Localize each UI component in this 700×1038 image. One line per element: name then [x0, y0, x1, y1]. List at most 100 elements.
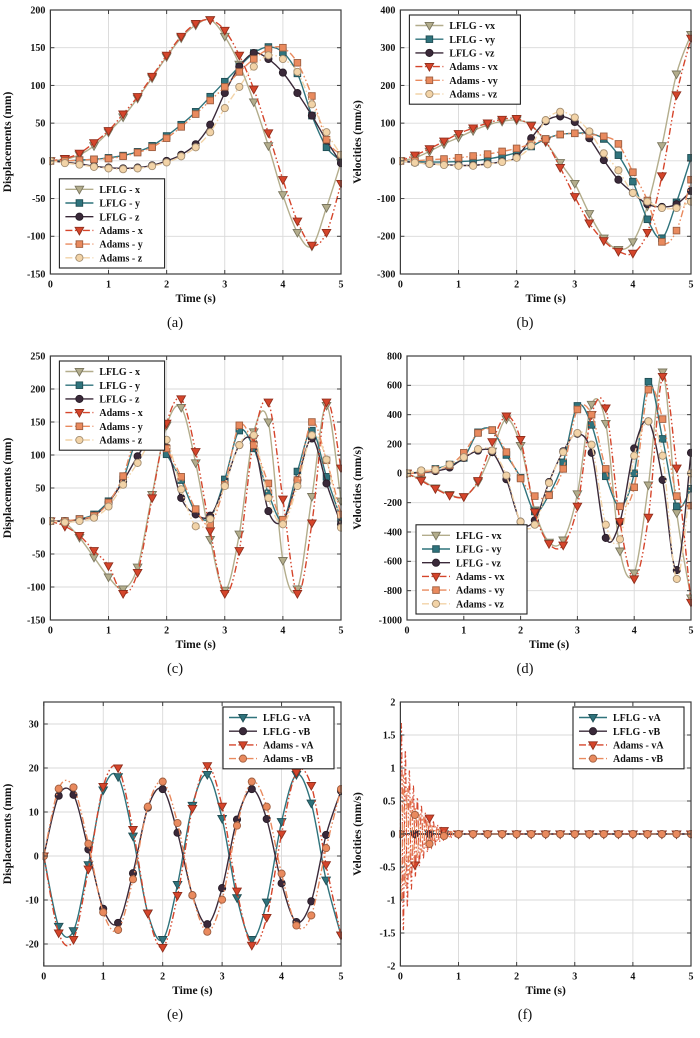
- svg-text:3: 3: [572, 972, 577, 983]
- svg-text:2: 2: [514, 280, 519, 291]
- svg-text:200: 200: [30, 384, 45, 395]
- caption-a: (a): [166, 315, 184, 331]
- svg-text:Adams - vz: Adams - vz: [456, 599, 504, 610]
- caption-b: (b): [516, 315, 534, 331]
- svg-text:Adams - y: Adams - y: [99, 422, 142, 433]
- svg-text:0: 0: [40, 516, 45, 527]
- svg-text:LFLG - vA: LFLG - vA: [613, 713, 662, 724]
- caption-d: (d): [516, 661, 534, 677]
- svg-text:Adams - vz: Adams - vz: [449, 90, 497, 101]
- svg-text:3: 3: [572, 280, 577, 291]
- svg-text:Time (s): Time (s): [529, 639, 570, 651]
- svg-text:3: 3: [220, 972, 225, 983]
- svg-text:Time (s): Time (s): [526, 985, 567, 997]
- svg-text:Time (s): Time (s): [172, 985, 213, 997]
- svg-text:800: 800: [387, 351, 402, 362]
- svg-text:-20: -20: [25, 939, 38, 950]
- panel-a: 0 1 2 3 4 5 -150 -100 -50 0 50 100 150 200 Time (s) Dis…: [0, 0, 350, 346]
- chart-velocities-b: 0 1 2 3 4 5 -300 -200 -100 0 100 200 300 400 Time (s) V…: [350, 0, 700, 312]
- svg-text:5: 5: [689, 626, 694, 637]
- svg-text:Velocities (mm/s): Velocities (mm/s): [352, 100, 364, 184]
- svg-text:Adams - vB: Adams - vB: [613, 754, 663, 765]
- svg-text:50: 50: [35, 483, 45, 494]
- svg-text:150: 150: [30, 43, 45, 54]
- svg-text:2: 2: [164, 626, 169, 637]
- svg-text:-50: -50: [32, 549, 45, 560]
- svg-text:Displacements (mm): Displacements (mm): [2, 784, 14, 885]
- svg-text:-1000: -1000: [379, 615, 402, 626]
- svg-text:2: 2: [514, 972, 519, 983]
- svg-text:0: 0: [48, 280, 53, 291]
- svg-text:400: 400: [380, 5, 395, 16]
- svg-text:Time (s): Time (s): [526, 293, 567, 305]
- svg-text:-100: -100: [377, 194, 395, 205]
- svg-text:5: 5: [339, 626, 344, 637]
- svg-text:-100: -100: [27, 582, 45, 593]
- svg-text:1: 1: [106, 280, 111, 291]
- chart-displacements-c: 0 1 2 3 4 5 -150 -100 -50 0 50 100 150 200 250 Time (s)…: [0, 346, 350, 658]
- svg-text:0: 0: [40, 156, 45, 167]
- svg-text:1: 1: [390, 763, 395, 774]
- svg-text:Adams - vA: Adams - vA: [263, 741, 314, 752]
- svg-text:LFLG - vB: LFLG - vB: [263, 727, 311, 738]
- svg-text:Adams - z: Adams - z: [99, 436, 142, 447]
- caption-c: (c): [166, 661, 184, 677]
- svg-text:1: 1: [456, 280, 461, 291]
- svg-text:Adams - vA: Adams - vA: [613, 741, 664, 752]
- svg-text:4: 4: [630, 972, 635, 983]
- svg-text:-150: -150: [27, 615, 45, 626]
- svg-text:0: 0: [397, 469, 402, 480]
- svg-text:1: 1: [461, 626, 466, 637]
- svg-text:1.5: 1.5: [383, 730, 396, 741]
- panel-e: 0 1 2 3 4 5 -20 -10 0 10 20 30 Time (s) Displacements…: [0, 692, 350, 1038]
- svg-text:0: 0: [398, 280, 403, 291]
- svg-text:4: 4: [280, 626, 285, 637]
- svg-text:LFLG - vz: LFLG - vz: [456, 558, 502, 569]
- svg-text:LFLG - z: LFLG - z: [99, 212, 140, 223]
- svg-text:-50: -50: [32, 194, 45, 205]
- svg-text:4: 4: [632, 626, 637, 637]
- svg-text:LFLG - y: LFLG - y: [99, 381, 140, 392]
- svg-text:LFLG - vB: LFLG - vB: [613, 727, 661, 738]
- svg-text:30: 30: [29, 719, 39, 730]
- svg-text:LFLG - vx: LFLG - vx: [449, 21, 495, 32]
- svg-text:LFLG - vy: LFLG - vy: [449, 35, 495, 46]
- svg-text:Adams - y: Adams - y: [99, 240, 142, 251]
- svg-text:LFLG - vy: LFLG - vy: [456, 545, 502, 556]
- chart-displacements-a: 0 1 2 3 4 5 -150 -100 -50 0 50 100 150 200 Time (s) Dis…: [0, 0, 350, 312]
- svg-text:0.5: 0.5: [383, 796, 396, 807]
- panel-b: 0 1 2 3 4 5 -300 -200 -100 0 100 200 300 400 Time (s) V…: [350, 0, 700, 346]
- svg-text:250: 250: [30, 351, 45, 362]
- svg-text:Adams - vy: Adams - vy: [456, 586, 504, 597]
- svg-text:Displacements (mm): Displacements (mm): [2, 92, 14, 193]
- svg-text:1: 1: [456, 972, 461, 983]
- svg-text:100: 100: [380, 119, 395, 130]
- svg-text:0: 0: [390, 156, 395, 167]
- svg-text:LFLG - z: LFLG - z: [99, 395, 140, 406]
- svg-text:2: 2: [164, 280, 169, 291]
- svg-text:100: 100: [30, 450, 45, 461]
- svg-text:100: 100: [30, 81, 45, 92]
- svg-text:0: 0: [390, 829, 395, 840]
- panel-f: 0 1 2 3 4 5 -2 -1.5 -1 -0.5 0 0.5 1 1.5 2 Time (s) Veloc…: [350, 692, 700, 1038]
- svg-text:300: 300: [380, 43, 395, 54]
- chart-velocities-d: 0 1 2 3 4 5 -1000 -800 -600 -400 -200 0 200 400 600 800…: [350, 346, 700, 658]
- svg-text:3: 3: [222, 626, 227, 637]
- svg-text:-200: -200: [384, 498, 402, 509]
- svg-text:5: 5: [689, 972, 694, 983]
- svg-text:LFLG - vA: LFLG - vA: [263, 713, 312, 724]
- svg-text:5: 5: [339, 972, 344, 983]
- svg-text:Adams - vx: Adams - vx: [449, 62, 497, 73]
- svg-text:LFLG - vz: LFLG - vz: [449, 49, 495, 60]
- svg-text:Time (s): Time (s): [176, 293, 217, 305]
- svg-text:-2: -2: [387, 961, 395, 972]
- svg-text:200: 200: [387, 439, 402, 450]
- svg-text:0: 0: [48, 626, 53, 637]
- svg-text:400: 400: [387, 410, 402, 421]
- svg-text:LFLG - x: LFLG - x: [99, 185, 140, 196]
- svg-text:0: 0: [34, 851, 39, 862]
- panel-d: 0 1 2 3 4 5 -1000 -800 -600 -400 -200 0 200 400 600 800…: [350, 346, 700, 692]
- svg-text:-800: -800: [384, 586, 402, 597]
- svg-text:Velocities (mm/s): Velocities (mm/s): [352, 792, 364, 876]
